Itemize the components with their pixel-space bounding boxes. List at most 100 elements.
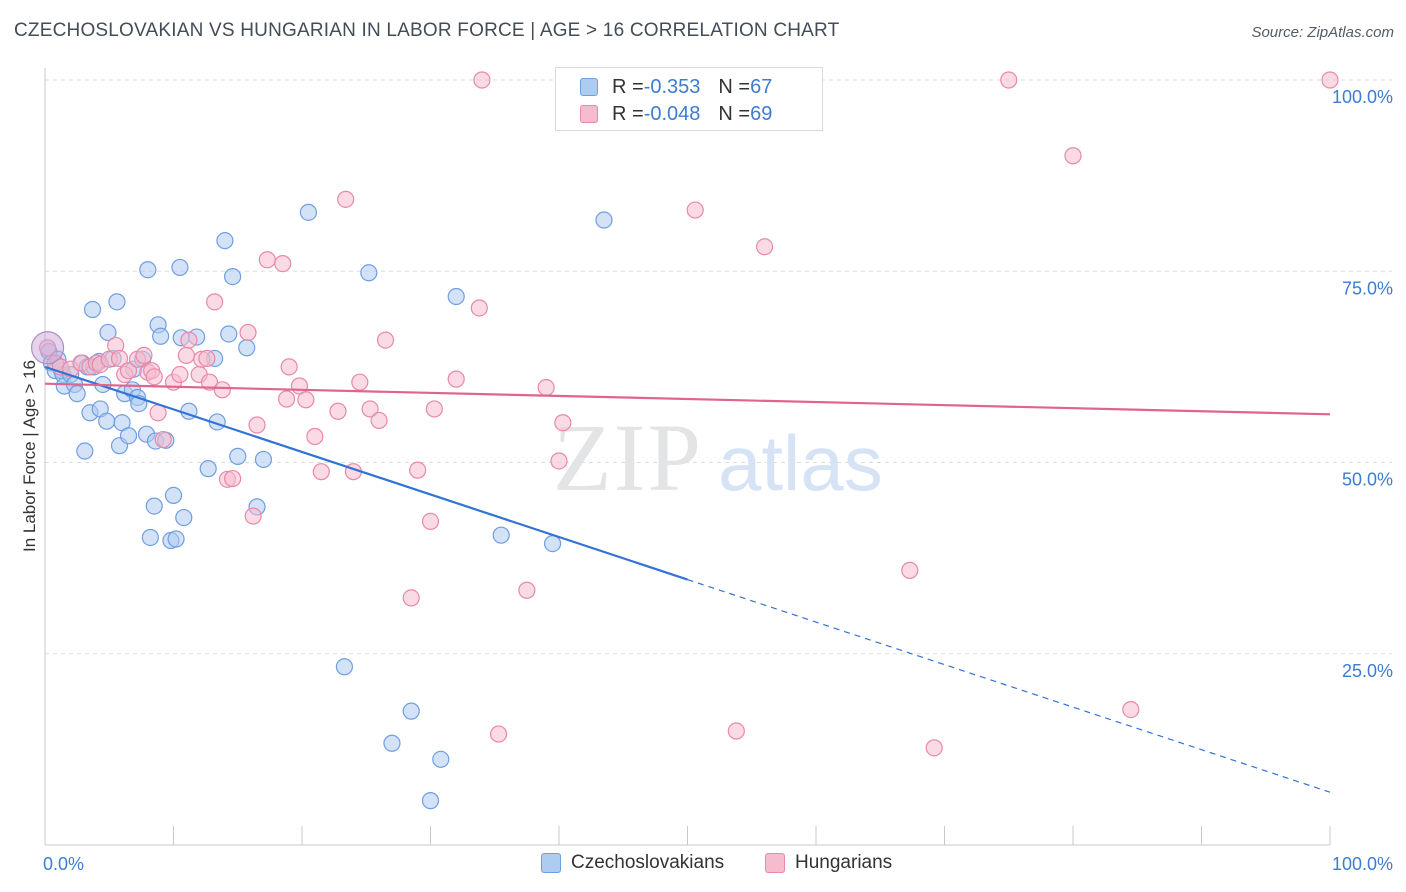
hungarians-point xyxy=(337,190,355,208)
hungarians-point xyxy=(154,430,172,449)
n-label: N = xyxy=(718,102,751,125)
czechoslovakians-point xyxy=(99,323,117,342)
cluster-point xyxy=(30,331,65,365)
czechoslovakians-point xyxy=(98,412,116,430)
czechoslovakians-point xyxy=(175,508,193,527)
czechoslovakians-point xyxy=(299,203,318,221)
czechoslovakians-point xyxy=(199,460,217,478)
hungarians-point xyxy=(224,469,242,488)
watermark-zip: ZIP xyxy=(553,404,703,511)
r-value: -0.048 xyxy=(643,102,701,125)
hungarians-trend-line xyxy=(44,382,1331,416)
czechoslovakians-point xyxy=(216,232,234,250)
hungarians-point xyxy=(1064,147,1082,165)
hungarians-point xyxy=(470,299,488,317)
hungarians-point xyxy=(110,349,129,368)
x-tick-label: 100.0% xyxy=(1332,854,1393,874)
hungarians-point xyxy=(1321,71,1339,89)
czechoslovakians-point xyxy=(68,385,86,403)
czechoslovakians-point xyxy=(335,658,354,676)
r-label: R = xyxy=(612,102,644,125)
czechoslovakians-point xyxy=(76,442,94,460)
czechoslovakians-point xyxy=(254,450,273,469)
hungarians-point xyxy=(206,293,224,311)
y-tick-label: 75.0% xyxy=(1342,278,1393,298)
hungarians-point xyxy=(351,373,369,391)
hungarians-point xyxy=(312,463,330,481)
czechoslovakians-point xyxy=(224,268,242,286)
axes xyxy=(44,68,1331,846)
watermark-atlas: atlas xyxy=(718,419,883,507)
data-points xyxy=(30,71,1339,810)
hungarians-point xyxy=(200,373,219,391)
czechoslovakians-point xyxy=(543,534,562,553)
hungarians-point xyxy=(727,722,745,740)
hungarians-point xyxy=(119,362,138,380)
hungarians-point xyxy=(361,400,379,418)
tick-labels: In Labor Force | Age > 16 25.0% 50.0% 75.0… xyxy=(20,87,1393,874)
hungarians-point xyxy=(755,238,774,256)
r-value: -0.353 xyxy=(643,75,701,98)
czechoslovakians-point xyxy=(164,486,183,504)
correlation-legend: R = -0.353 N = 67 R = -0.048 N = 69 xyxy=(555,67,823,131)
czechoslovakians-trend-line xyxy=(44,365,688,581)
chart-title: CZECHOSLOVAKIAN VS HUNGARIAN IN LABOR FO… xyxy=(14,20,840,41)
hungarians-point xyxy=(473,71,491,89)
hungarians-point xyxy=(554,414,572,432)
hungarians-point xyxy=(274,255,292,273)
hungarians-legend-label: Hungarians xyxy=(795,852,893,873)
hungarians-point xyxy=(280,358,298,376)
hungarians-point xyxy=(1122,700,1140,719)
czechoslovakians-point xyxy=(421,792,440,810)
x-tick-label: 0.0% xyxy=(43,854,84,874)
czechoslovakians-point xyxy=(171,258,189,277)
hungarians-point xyxy=(421,512,440,531)
czechoslovakians-point xyxy=(447,287,465,306)
czechoslovakians-point xyxy=(229,447,247,465)
legend-row-czechoslovakians: R = -0.353 N = 67 xyxy=(580,75,772,99)
hungarians-point xyxy=(213,381,231,399)
hungarians-point xyxy=(244,507,262,525)
hungarians-point xyxy=(329,402,347,420)
hungarians-point xyxy=(925,739,943,757)
czechoslovakians-point xyxy=(595,211,613,229)
czechoslovakians-point xyxy=(83,300,102,319)
czechoslovakians-point xyxy=(167,530,185,548)
y-axis-label: In Labor Force | Age > 16 xyxy=(20,360,39,552)
czechoslovakians-point xyxy=(119,427,138,445)
hungarians-point xyxy=(248,416,266,434)
n-value: 67 xyxy=(750,75,773,98)
hungarians-point xyxy=(297,391,315,409)
czechoslovakians-trend-extension xyxy=(687,578,1331,793)
hungarians-point xyxy=(901,561,919,579)
hungarians-point xyxy=(376,331,395,349)
series-legend-czechoslovakians: Czechoslovakians xyxy=(541,852,724,874)
hungarians-point xyxy=(370,411,388,430)
hungarians-legend-swatch xyxy=(765,853,785,873)
hungarians-point xyxy=(180,331,198,349)
hungarians-point xyxy=(518,581,536,599)
hungarians-point xyxy=(135,346,153,364)
czechoslovakians-point xyxy=(108,293,126,311)
n-value: 69 xyxy=(750,102,773,125)
chart-source: Source: ZipAtlas.com xyxy=(1251,24,1394,41)
hungarians-point xyxy=(145,368,163,386)
czechoslovakians-point xyxy=(238,339,256,357)
czechoslovakians-point xyxy=(152,327,170,345)
czechoslovakians-swatch xyxy=(580,78,598,96)
n-label: N = xyxy=(718,75,751,98)
hungarians-point xyxy=(306,427,324,446)
czechoslovakians-point xyxy=(402,702,420,720)
czechoslovakians-legend-label: Czechoslovakians xyxy=(571,852,725,873)
czechoslovakians-point xyxy=(145,497,163,515)
hungarians-point xyxy=(425,400,443,418)
y-tick-label: 100.0% xyxy=(1332,87,1393,107)
r-label: R = xyxy=(612,75,644,98)
hungarians-point xyxy=(490,725,508,743)
hungarians-point xyxy=(686,201,704,219)
hungarians-point xyxy=(550,452,568,470)
trend-lines xyxy=(44,365,1331,793)
hungarians-point xyxy=(171,365,189,384)
czechoslovakians-point xyxy=(383,734,401,752)
